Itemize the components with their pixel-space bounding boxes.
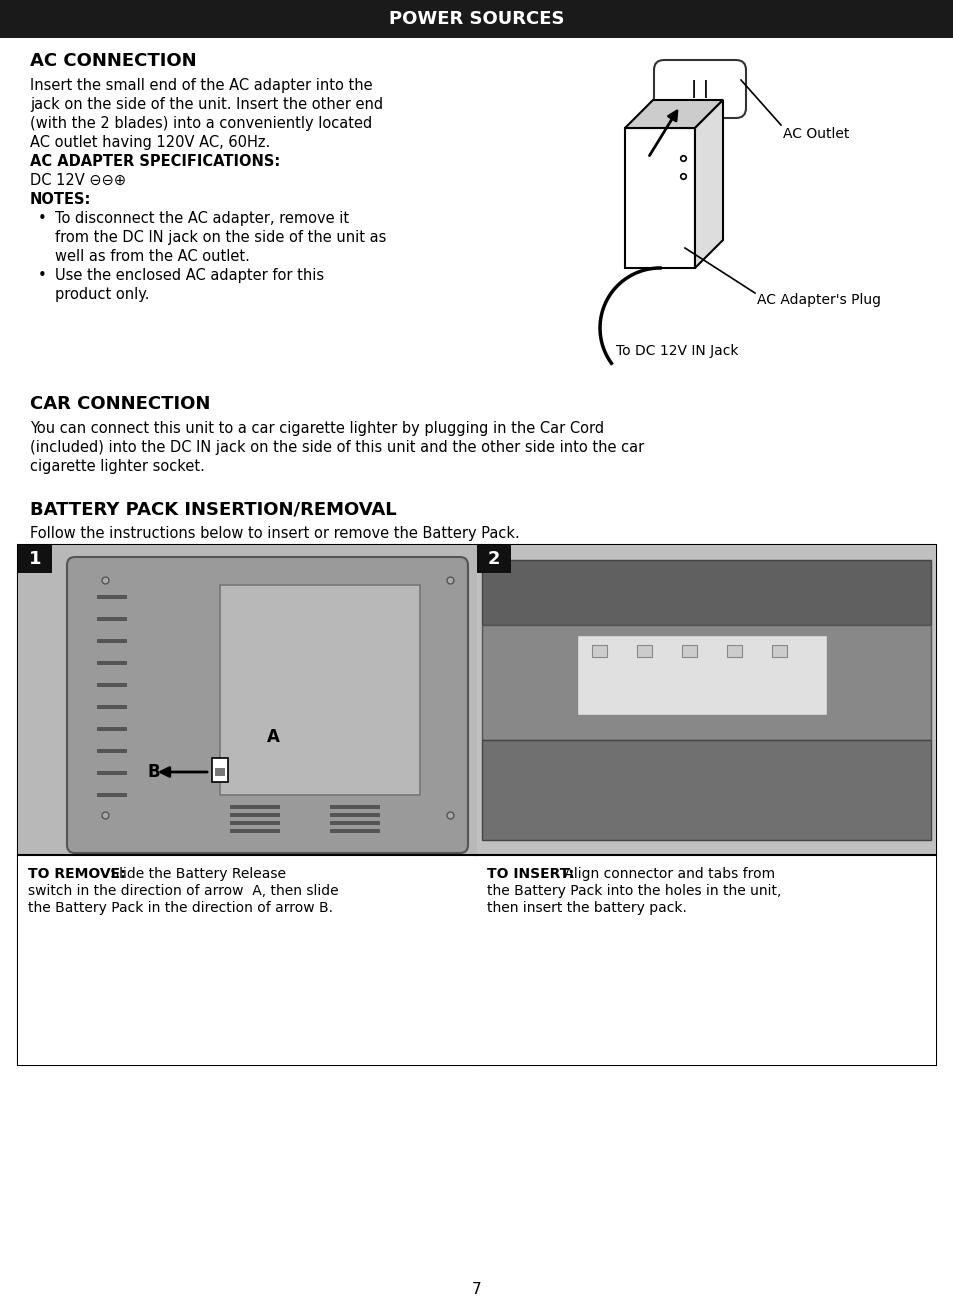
Bar [637,645,651,657]
Bar [97,794,127,797]
Text: (included) into the DC IN jack on the side of this unit and the other side into : (included) into the DC IN jack on the si… [30,440,643,455]
Bar [577,636,826,715]
Bar [681,645,697,657]
Text: TO INSERT:: TO INSERT: [486,867,574,880]
Text: AC outlet having 120V AC, 60Hz.: AC outlet having 120V AC, 60Hz. [30,136,270,150]
Text: Follow the instructions below to insert or remove the Battery Pack.: Follow the instructions below to insert … [30,526,519,541]
Bar [771,645,786,657]
Text: Slide the Battery Release: Slide the Battery Release [106,867,286,880]
Text: 1: 1 [29,550,41,569]
Bar [476,855,935,1065]
FancyBboxPatch shape [67,557,468,853]
Bar [330,829,379,833]
Text: product only.: product only. [55,287,150,301]
Polygon shape [624,100,722,128]
Bar [481,561,930,625]
Text: CAR CONNECTION: CAR CONNECTION [30,395,211,413]
Bar [330,813,379,817]
Text: •: • [38,211,47,226]
Text: TO REMOVE:: TO REMOVE: [28,867,126,880]
Text: Use the enclosed AC adapter for this: Use the enclosed AC adapter for this [55,268,324,283]
Bar [0,0,953,38]
Text: To disconnect the AC adapter, remove it: To disconnect the AC adapter, remove it [55,211,349,226]
Bar [97,617,127,621]
Text: from the DC IN jack on the side of the unit as: from the DC IN jack on the side of the u… [55,230,386,245]
Bar [230,805,280,809]
Text: the Battery Pack into the holes in the unit,: the Battery Pack into the holes in the u… [486,884,781,898]
Text: Insert the small end of the AC adapter into the: Insert the small end of the AC adapter i… [30,78,373,93]
Text: | |: | | [690,80,708,97]
Bar [18,545,476,1065]
Bar [97,749,127,753]
Bar [592,645,606,657]
Bar [476,545,935,855]
Bar [230,813,280,817]
Bar [476,545,935,1065]
Text: A: A [267,728,279,746]
Text: well as from the AC outlet.: well as from the AC outlet. [55,249,250,265]
Bar [97,771,127,775]
Text: POWER SOURCES: POWER SOURCES [389,11,564,28]
Text: BATTERY PACK INSERTION/REMOVAL: BATTERY PACK INSERTION/REMOVAL [30,500,396,519]
Bar [18,545,476,855]
Text: jack on the side of the unit. Insert the other end: jack on the side of the unit. Insert the… [30,97,383,112]
Text: B: B [147,763,160,780]
Bar [726,645,741,657]
Text: the Battery Pack in the direction of arrow B.: the Battery Pack in the direction of arr… [28,901,333,915]
Bar [481,625,930,740]
Text: To DC 12V IN Jack: To DC 12V IN Jack [616,345,739,358]
Bar [624,128,695,268]
Bar [97,726,127,730]
FancyBboxPatch shape [654,61,745,118]
Bar [97,595,127,599]
Bar [330,821,379,825]
Bar [230,829,280,833]
Text: You can connect this unit to a car cigarette lighter by plugging in the Car Cord: You can connect this unit to a car cigar… [30,421,603,436]
Text: AC Outlet: AC Outlet [782,128,848,141]
Text: 2: 2 [487,550,499,569]
Text: Align connector and tabs from: Align connector and tabs from [559,867,774,880]
Text: •: • [38,268,47,283]
Bar [97,683,127,687]
Bar [330,805,379,809]
Text: 7: 7 [472,1283,481,1298]
Bar [481,740,930,840]
Text: (with the 2 blades) into a conveniently located: (with the 2 blades) into a conveniently … [30,116,372,132]
Text: NOTES:: NOTES: [30,192,91,207]
Text: AC ADAPTER SPECIFICATIONS:: AC ADAPTER SPECIFICATIONS: [30,154,280,168]
Text: then insert the battery pack.: then insert the battery pack. [486,901,686,915]
Bar [97,640,127,644]
Text: cigarette lighter socket.: cigarette lighter socket. [30,459,205,474]
Polygon shape [695,100,722,268]
Bar [97,705,127,709]
Text: DC 12V ⊖⊖⊕: DC 12V ⊖⊖⊕ [30,172,126,188]
Text: AC CONNECTION: AC CONNECTION [30,53,196,70]
Bar [212,758,228,782]
Text: switch in the direction of arrow  A, then slide: switch in the direction of arrow A, then… [28,884,338,898]
Bar [18,545,52,572]
Text: AC Adapter's Plug: AC Adapter's Plug [757,293,880,307]
Bar [97,661,127,665]
Bar [18,855,476,1065]
Bar [214,769,225,776]
Bar [230,821,280,825]
Bar [220,586,419,795]
Bar [476,545,511,572]
